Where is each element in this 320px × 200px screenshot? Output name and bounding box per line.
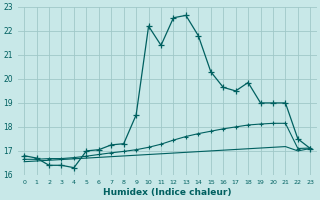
X-axis label: Humidex (Indice chaleur): Humidex (Indice chaleur) <box>103 188 231 197</box>
